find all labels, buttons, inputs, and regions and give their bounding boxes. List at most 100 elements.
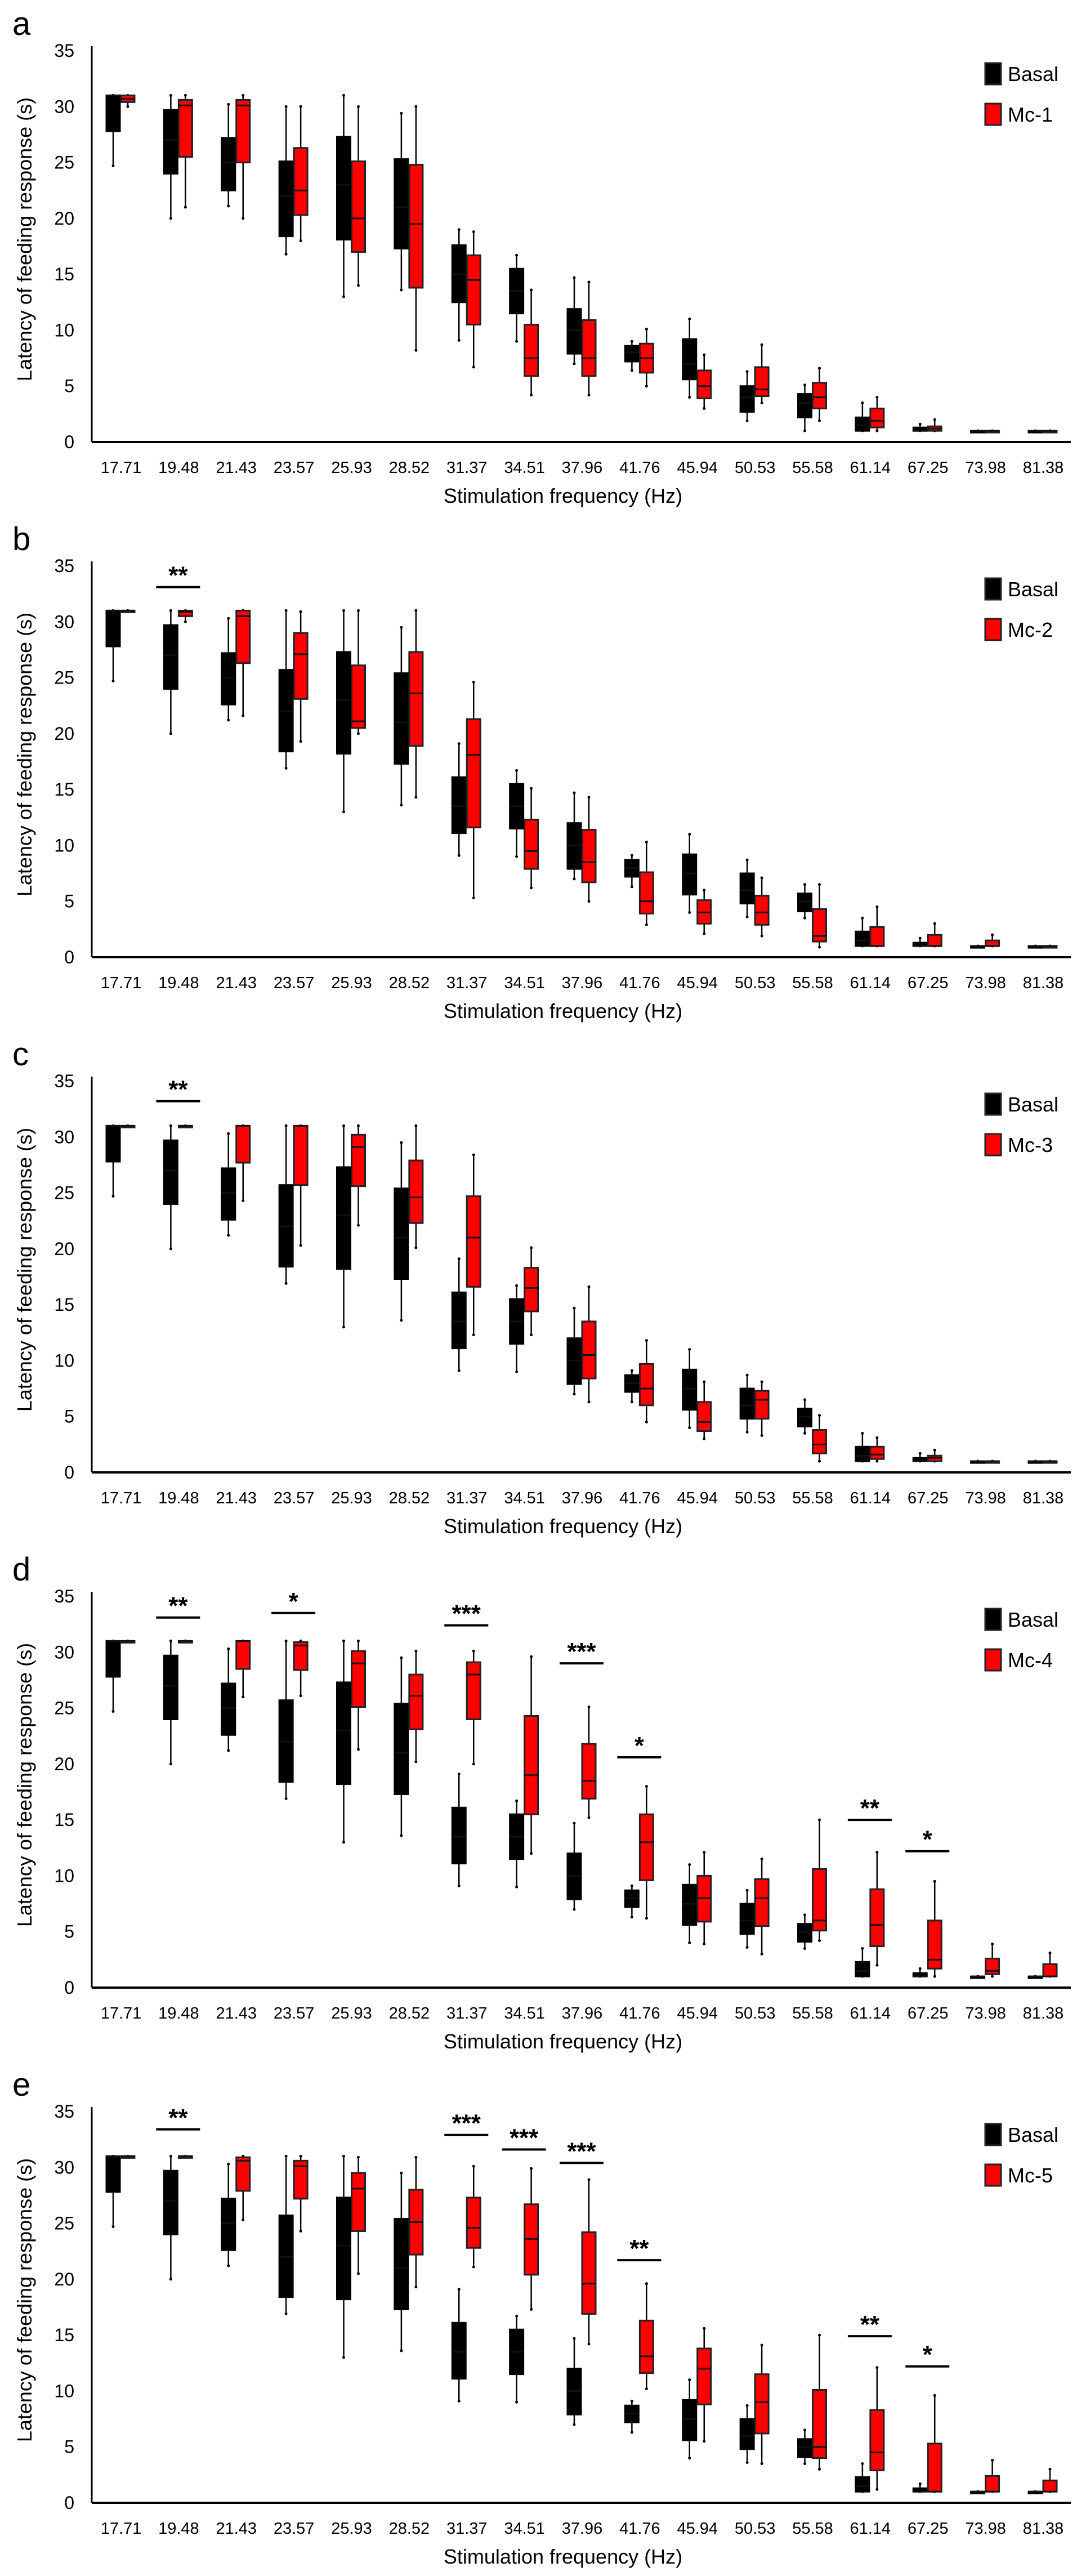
whisker-cap-min — [457, 1884, 461, 1887]
whisker-cap-max — [587, 280, 591, 284]
box-mc-3-55.58 — [812, 1414, 827, 1463]
box-basal-73.98 — [970, 2490, 986, 2494]
box-iqr — [451, 1291, 467, 1350]
whisker-cap-min — [818, 1459, 821, 1463]
x-tick-label: 28.52 — [389, 2520, 430, 2538]
box-mc-1-28.52 — [408, 105, 424, 352]
box-mc-4-17.71 — [120, 1639, 136, 1644]
box-iqr — [163, 2169, 178, 2235]
whisker-cap-min — [472, 1333, 475, 1337]
box-mc-5-55.58 — [812, 2333, 827, 2471]
significance-marker: ** — [617, 2235, 662, 2262]
box-mc-1-19.48 — [177, 93, 193, 209]
significance-stars: ** — [168, 1076, 188, 1104]
box-basal-45.94 — [682, 318, 698, 399]
box-iqr — [855, 930, 870, 947]
whisker-cap-max — [357, 1639, 360, 1642]
legend-label: Mc-4 — [1008, 1649, 1053, 1672]
whisker-cap-max — [688, 2378, 691, 2382]
box-iqr — [105, 609, 121, 648]
x-tick-label: 17.71 — [101, 1489, 142, 1507]
y-tick-label: 0 — [64, 2493, 74, 2513]
box-iqr — [351, 1650, 366, 1708]
box-basal-55.58 — [797, 1913, 812, 1950]
box-iqr — [812, 2389, 827, 2459]
box-mc-2-50.53 — [754, 876, 770, 937]
x-tick-label: 50.53 — [735, 2004, 776, 2023]
box-mc-1-34.51 — [524, 288, 539, 397]
box-basal-31.37 — [451, 228, 467, 342]
legend-swatch-mc-2 — [984, 618, 1002, 641]
whisker-cap-max — [515, 1284, 519, 1287]
box-mc-3-23.57 — [293, 1124, 309, 1247]
whisker-cap-max — [587, 1285, 591, 1288]
x-tick-label: 31.37 — [446, 1489, 488, 1507]
significance-stars: *** — [567, 2137, 596, 2165]
x-tick-label: 50.53 — [735, 1489, 776, 1507]
chart-panel-c: c 0 5 10 15 20 25 30 35 Latency of feeding respon… — [0, 1030, 1077, 1546]
box-basal-41.76 — [624, 1369, 640, 1404]
whisker-cap-min — [745, 1946, 749, 1949]
box-mc-4-23.57 — [293, 1639, 309, 1698]
box-iqr — [524, 1715, 539, 1815]
x-tick-label: 61.14 — [850, 1489, 891, 1507]
box-iqr — [739, 385, 755, 413]
significance-marker: ** — [847, 2311, 892, 2338]
series-mc-1 — [120, 93, 1058, 434]
legend-label: Basal — [1008, 2123, 1058, 2146]
box-basal-81.38 — [1027, 1459, 1043, 1464]
whisker-cap-min — [688, 1426, 691, 1430]
whisker-cap-max — [918, 422, 922, 426]
whisker-cap-min — [803, 429, 806, 432]
whisker-cap-max — [745, 1373, 749, 1377]
whisker-cap-max — [472, 230, 475, 234]
x-tick-label: 17.71 — [101, 974, 142, 992]
x-tick-label: 25.93 — [331, 1489, 372, 1507]
y-tick-label: 10 — [54, 1865, 74, 1886]
whisker-cap-min — [400, 1319, 403, 1322]
whisker-cap-max — [284, 609, 288, 612]
whisker-cap-min — [515, 340, 519, 343]
box-iqr — [105, 2155, 121, 2193]
x-tick-label: 17.71 — [101, 2004, 142, 2023]
whisker-cap-max — [169, 1639, 172, 1642]
whisker-cap-min — [645, 1421, 648, 1424]
whisker-cap-max — [875, 1851, 879, 1854]
x-tick-label: 25.93 — [331, 2004, 372, 2023]
box-mc-2-31.37 — [466, 681, 481, 900]
whisker-cap-max — [933, 922, 936, 925]
whisker-cap-max — [357, 2155, 360, 2159]
x-tick-label: 67.25 — [908, 2004, 949, 2023]
y-tick-label: 20 — [54, 2269, 74, 2289]
x-tick-label: 19.48 — [158, 459, 199, 477]
x-tick-label: 55.58 — [792, 459, 833, 477]
whisker-cap-min — [991, 1975, 994, 1978]
box-basal-73.98 — [970, 944, 986, 949]
y-tick-label: 20 — [54, 1239, 74, 1259]
whisker-cap-min — [703, 1437, 706, 1440]
box-basal-25.93 — [336, 609, 351, 814]
series-basal — [105, 93, 1043, 434]
x-tick-label: 45.94 — [677, 1489, 718, 1507]
box-basal-61.14 — [855, 2462, 870, 2493]
whisker-cap-min — [587, 2342, 591, 2346]
whisker-cap-max — [818, 367, 821, 370]
box-plot-chart: c 0 5 10 15 20 25 30 35 Latency of feeding respon… — [12, 1036, 1071, 1538]
box-basal-61.14 — [855, 401, 870, 432]
whisker-cap-max — [357, 1124, 360, 1127]
box-mc-3-67.25 — [927, 1448, 942, 1463]
box-basal-17.71 — [105, 609, 121, 683]
whisker-cap-min — [587, 900, 591, 903]
box-iqr — [797, 1923, 812, 1943]
y-tick-label: 35 — [54, 1586, 74, 1606]
legend-swatch-basal — [984, 1092, 1002, 1116]
box-mc-3-19.48 — [177, 1124, 193, 1128]
significance-marker: ** — [156, 2104, 200, 2132]
whisker-cap-min — [573, 2423, 576, 2426]
box-mc-4-61.14 — [869, 1851, 885, 1967]
box-iqr — [682, 853, 698, 896]
y-tick-label: 25 — [54, 2213, 74, 2234]
box-iqr — [581, 319, 597, 377]
box-basal-28.52 — [394, 626, 409, 807]
x-tick-label: 31.37 — [446, 2520, 488, 2538]
